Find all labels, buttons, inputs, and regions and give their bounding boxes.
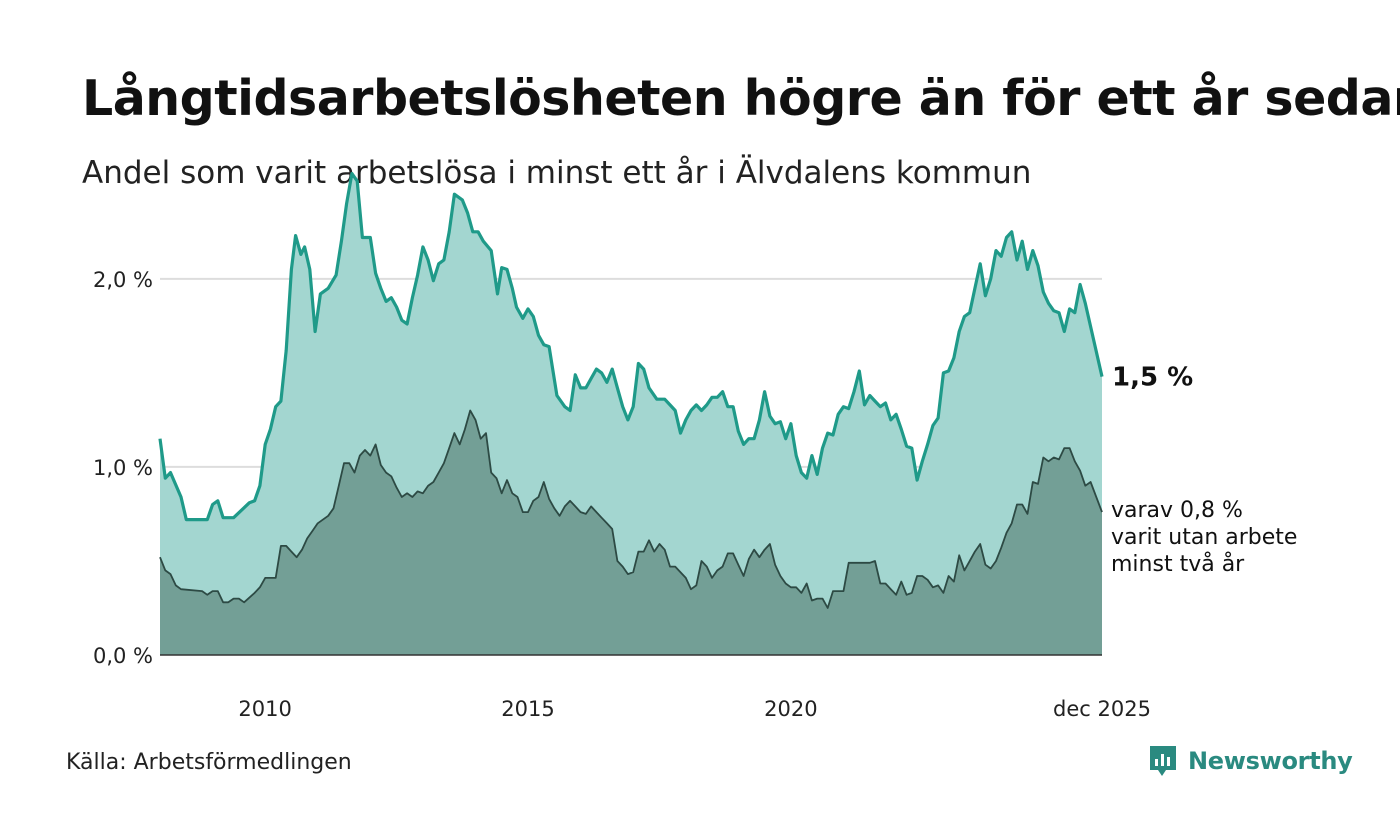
chart-subtitle: Andel som varit arbetslösa i minst ett å… (82, 155, 1032, 191)
x-tick-label: 2015 (501, 697, 554, 721)
note-label-line-2: varit utan arbete (1111, 525, 1297, 550)
newsworthy-logo: Newsworthy (1148, 744, 1353, 778)
y-tick-label: 1,0 % (93, 456, 153, 480)
x-tick-label: 2010 (238, 697, 291, 721)
series-area-two-year (160, 410, 1102, 655)
end-value-label: 1,5 % (1112, 363, 1193, 393)
note-label-line-1: varav 0,8 % (1111, 498, 1243, 523)
series-line-long-term (158, 171, 1104, 522)
x-tick-label: dec 2025 (1053, 697, 1151, 721)
newsworthy-logo-icon (1150, 746, 1176, 776)
note-label-line-3: minst två år (1111, 551, 1245, 577)
y-tick-label: 2,0 % (93, 268, 153, 292)
x-tick-label: 2020 (764, 697, 817, 721)
chart-title: Långtidsarbetslösheten högre än för ett … (82, 70, 1400, 127)
source-label: Källa: Arbetsförmedlingen (66, 750, 352, 775)
y-tick-label: 0,0 % (93, 644, 153, 668)
series-line-two-year (159, 409, 1103, 609)
newsworthy-logo-text: Newsworthy (1188, 747, 1353, 775)
